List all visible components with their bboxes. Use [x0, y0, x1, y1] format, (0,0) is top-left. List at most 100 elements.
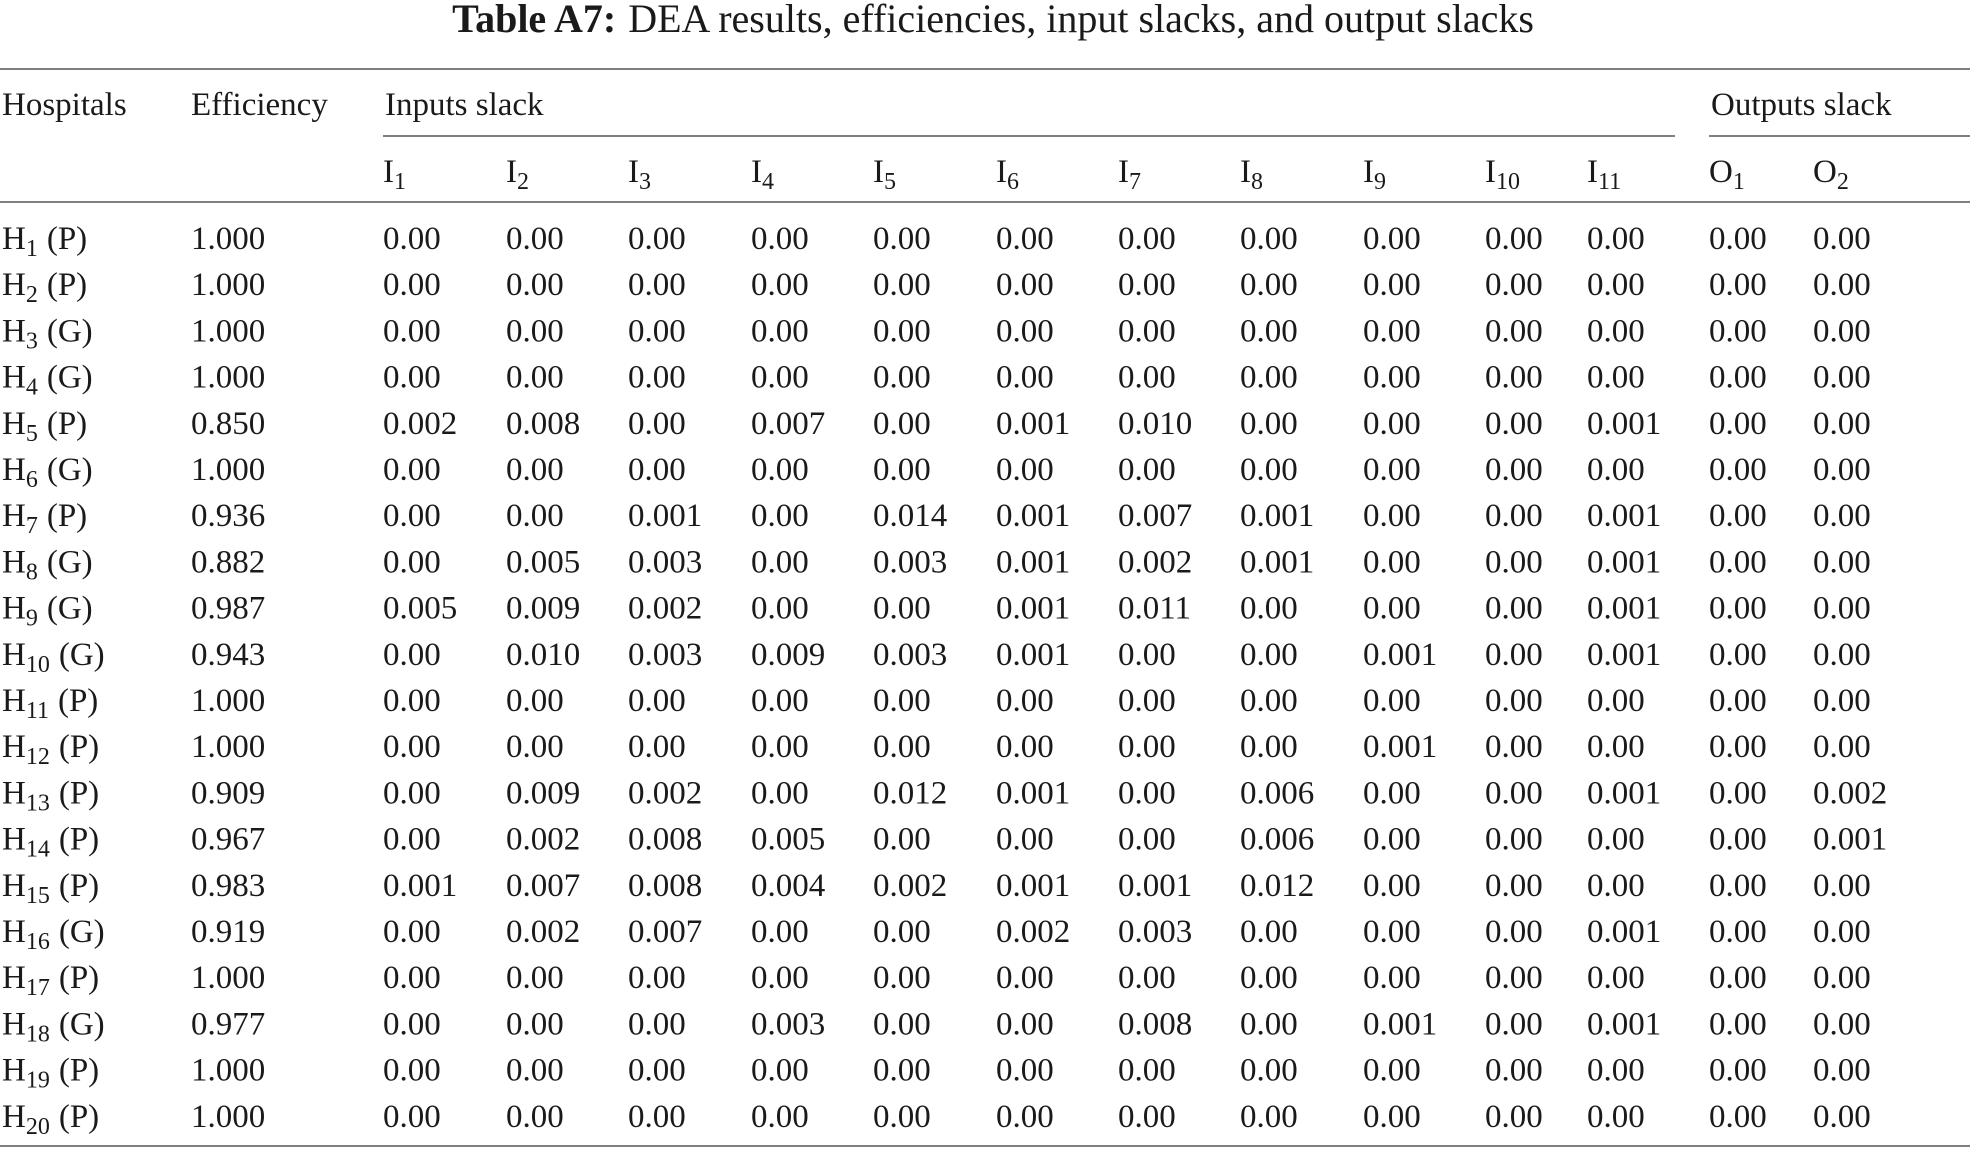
- hospital-type: (P): [59, 822, 99, 858]
- input-slack-cell: 0.00: [751, 267, 809, 303]
- input-slack-cell: 0.014: [873, 498, 947, 534]
- input-slack-cell: 0.00: [1240, 683, 1298, 719]
- hospital-cell: H20 (P): [2, 1099, 99, 1140]
- input-slack-cell: 0.001: [996, 775, 1070, 811]
- input-slack-cell: 0.00: [506, 1006, 564, 1042]
- input-slack-cell: 0.00: [1587, 267, 1645, 303]
- output-header: O1: [1709, 154, 1745, 195]
- input-slack-cell: 0.00: [383, 544, 441, 580]
- letter: H: [2, 1099, 26, 1135]
- input-slack-cell: 0.00: [1240, 729, 1298, 765]
- input-slack-cell: 0.00: [1240, 637, 1298, 673]
- letter: H: [2, 822, 26, 858]
- subscript: 9: [1374, 169, 1386, 195]
- hospital-cell: H9 (G): [2, 591, 93, 632]
- input-slack-cell: 0.00: [996, 1099, 1054, 1135]
- hospital-type: (G): [59, 914, 105, 950]
- input-slack-cell: 0.00: [628, 360, 686, 396]
- input-slack-cell: 0.00: [1118, 1053, 1176, 1089]
- subscript: 6: [1007, 169, 1019, 195]
- letter: H: [2, 960, 26, 996]
- input-slack-cell: 0.001: [1587, 406, 1661, 442]
- subscript: 1: [394, 169, 406, 195]
- hospital-cell: H10 (G): [2, 637, 105, 678]
- input-slack-cell: 0.00: [873, 960, 931, 996]
- hospital-type: (P): [59, 729, 99, 765]
- input-slack-cell: 0.00: [1363, 452, 1421, 488]
- input-slack-cell: 0.00: [1485, 498, 1543, 534]
- subscript: 10: [26, 652, 50, 678]
- input-slack-cell: 0.00: [1240, 960, 1298, 996]
- subscript: 1: [26, 236, 38, 262]
- letter: I: [506, 154, 517, 190]
- letter: H: [2, 683, 26, 719]
- letter: H: [2, 406, 26, 442]
- input-slack-cell: 0.001: [1363, 729, 1437, 765]
- input-slack-cell: 0.00: [383, 683, 441, 719]
- efficiency-cell: 1.000: [191, 221, 265, 257]
- subscript: 19: [26, 1068, 50, 1094]
- efficiency-cell: 1.000: [191, 729, 265, 765]
- input-slack-cell: 0.00: [1240, 1099, 1298, 1135]
- hospital-cell: H15 (P): [2, 868, 99, 909]
- output-slack-cell: 0.00: [1709, 914, 1767, 950]
- input-slack-cell: 0.00: [1363, 591, 1421, 627]
- input-slack-cell: 0.00: [996, 960, 1054, 996]
- input-slack-cell: 0.00: [1485, 221, 1543, 257]
- letter: H: [2, 360, 26, 396]
- input-header: I4: [751, 154, 774, 195]
- input-slack-cell: 0.00: [628, 1053, 686, 1089]
- input-slack-cell: 0.00: [1485, 683, 1543, 719]
- hospital-type: (P): [58, 683, 98, 719]
- input-slack-cell: 0.00: [996, 360, 1054, 396]
- input-header: I7: [1118, 154, 1141, 195]
- input-slack-cell: 0.00: [996, 729, 1054, 765]
- input-slack-cell: 0.005: [751, 822, 825, 858]
- input-slack-cell: 0.00: [873, 221, 931, 257]
- output-slack-cell: 0.00: [1709, 637, 1767, 673]
- input-slack-cell: 0.00: [506, 313, 564, 349]
- efficiency-cell: 0.987: [191, 591, 265, 627]
- input-slack-cell: 0.00: [873, 729, 931, 765]
- input-slack-cell: 0.00: [1587, 1099, 1645, 1135]
- hospital-cell: H7 (P): [2, 498, 87, 539]
- input-slack-cell: 0.001: [1240, 544, 1314, 580]
- output-slack-cell: 0.00: [1813, 313, 1871, 349]
- input-slack-cell: 0.008: [506, 406, 580, 442]
- input-slack-cell: 0.00: [628, 1006, 686, 1042]
- input-slack-cell: 0.00: [1363, 406, 1421, 442]
- input-slack-cell: 0.001: [1363, 637, 1437, 673]
- input-slack-cell: 0.009: [506, 775, 580, 811]
- subscript: 3: [639, 169, 651, 195]
- hospital-type: (P): [47, 267, 87, 303]
- input-slack-cell: 0.00: [1240, 1053, 1298, 1089]
- letter: H: [2, 868, 26, 904]
- input-slack-cell: 0.001: [1363, 1006, 1437, 1042]
- input-slack-cell: 0.00: [383, 1099, 441, 1135]
- output-slack-cell: 0.00: [1709, 1099, 1767, 1135]
- header-efficiency: Efficiency: [191, 87, 328, 123]
- efficiency-cell: 1.000: [191, 267, 265, 303]
- input-slack-cell: 0.00: [1240, 267, 1298, 303]
- input-slack-cell: 0.00: [873, 1099, 931, 1135]
- input-slack-cell: 0.00: [628, 960, 686, 996]
- hospital-cell: H14 (P): [2, 822, 99, 863]
- output-slack-cell: 0.00: [1813, 406, 1871, 442]
- input-slack-cell: 0.00: [751, 452, 809, 488]
- input-slack-cell: 0.00: [1363, 544, 1421, 580]
- input-slack-cell: 0.00: [506, 960, 564, 996]
- subscript: 8: [1251, 169, 1263, 195]
- input-slack-cell: 0.001: [996, 868, 1070, 904]
- efficiency-cell: 1.000: [191, 1053, 265, 1089]
- input-slack-cell: 0.00: [873, 406, 931, 442]
- input-slack-cell: 0.008: [628, 868, 702, 904]
- hospital-cell: H11 (P): [2, 683, 98, 724]
- output-slack-cell: 0.00: [1709, 822, 1767, 858]
- efficiency-cell: 0.850: [191, 406, 265, 442]
- input-slack-cell: 0.012: [873, 775, 947, 811]
- efficiency-cell: 1.000: [191, 960, 265, 996]
- input-slack-cell: 0.00: [1485, 267, 1543, 303]
- input-slack-cell: 0.005: [383, 591, 457, 627]
- input-slack-cell: 0.00: [628, 221, 686, 257]
